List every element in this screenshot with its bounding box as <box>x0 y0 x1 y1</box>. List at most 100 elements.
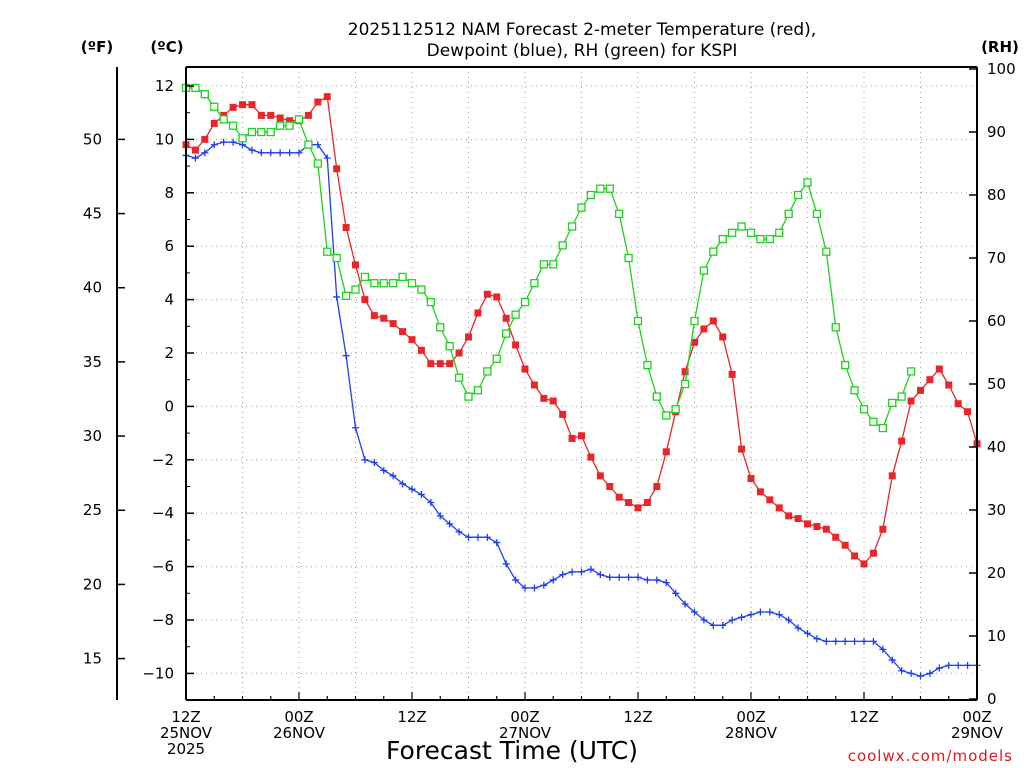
rh-point <box>502 329 511 338</box>
celsius-tick-label: −8 <box>152 611 174 629</box>
temperature-point <box>813 523 821 531</box>
x-tick-label: 00Z <box>736 708 765 726</box>
rh-point <box>671 405 680 414</box>
rh-point <box>624 253 633 263</box>
dewpoint-point <box>964 661 972 669</box>
rh-point <box>285 121 294 130</box>
temperature-point <box>926 376 934 384</box>
dewpoint-point <box>380 466 388 474</box>
temperature-line <box>185 95 978 565</box>
temperature-point <box>775 504 783 512</box>
rh-point <box>803 178 812 187</box>
celsius-tick-label: 6 <box>164 237 174 255</box>
temperature-point <box>653 483 661 490</box>
temperature-point <box>389 320 397 328</box>
celsius-tick-label: 2 <box>164 344 174 362</box>
temperature-point <box>822 525 830 533</box>
dewpoint-point <box>342 352 350 360</box>
rh-point <box>793 190 803 200</box>
rh-markers <box>181 83 916 433</box>
temperature-point <box>191 146 199 154</box>
temperature-point <box>709 317 717 325</box>
fahrenheit-tick-label: 30 <box>83 427 102 445</box>
dewpoint-point <box>220 138 228 146</box>
temperature-point <box>229 103 237 111</box>
temperature-point <box>465 333 472 341</box>
temperature-point <box>399 328 407 336</box>
dewpoint-point <box>643 576 651 584</box>
dewpoint-point <box>954 661 962 669</box>
dewpoint-point <box>333 293 341 301</box>
temperature-point <box>738 445 746 453</box>
x-tick-label: 28NOV <box>725 724 778 742</box>
dewpoint-point <box>352 424 359 432</box>
rh-point <box>643 360 652 370</box>
chart-title-line-2: Dewpoint (blue), RH (green) for KSPI <box>427 41 738 61</box>
rh-point <box>492 354 501 363</box>
rh-point <box>304 140 313 149</box>
temperature-point <box>634 504 642 512</box>
temperature-point <box>493 293 501 301</box>
dewpoint-point <box>323 154 331 162</box>
x-tick-label: 00Z <box>962 708 991 726</box>
dewpoint-point <box>775 611 783 619</box>
dewpoint-point <box>888 656 896 664</box>
rh-point <box>633 316 643 326</box>
rh-point <box>360 272 370 282</box>
celsius-tick-label: 4 <box>164 291 174 309</box>
dewpoint-point <box>578 568 585 576</box>
dewpoint-point <box>521 584 529 592</box>
rh-point <box>200 90 209 99</box>
x-tick-label: 12Z <box>623 708 652 726</box>
dewpoint-point <box>653 576 661 584</box>
rh-point <box>831 323 840 332</box>
rh-point <box>652 392 661 401</box>
dewpoint-point <box>389 472 397 480</box>
temperature-point <box>276 114 284 122</box>
temperature-point <box>257 111 265 119</box>
dewpoint-point <box>295 149 303 157</box>
dewpoint-point <box>926 669 934 677</box>
dewpoint-point <box>530 584 538 592</box>
temperature-point <box>568 434 576 442</box>
rh-point <box>379 279 388 288</box>
dewpoint-point <box>587 565 595 573</box>
rh-point <box>464 392 473 401</box>
dewpoint-point <box>549 576 557 584</box>
temperature-point <box>436 360 444 368</box>
fahrenheit-tick-label: 25 <box>83 501 102 519</box>
rh-point <box>276 121 285 130</box>
rh-point <box>596 184 605 193</box>
fahrenheit-tick-label: 20 <box>83 575 102 593</box>
rh-point <box>191 83 200 93</box>
temperature-point <box>606 483 614 490</box>
rh-point <box>407 279 417 288</box>
rh-point <box>737 222 746 231</box>
temperature-point <box>917 386 924 394</box>
dewpoint-point <box>672 589 680 597</box>
celsius-tick-label: −2 <box>152 451 174 469</box>
dewpoint-point <box>502 560 510 568</box>
dewpoint-point <box>681 600 689 608</box>
rh-point <box>746 228 756 237</box>
rh-point <box>266 127 275 137</box>
rh-point <box>530 279 539 288</box>
rh-point <box>520 297 530 307</box>
temperature-point <box>474 309 482 317</box>
dewpoint-point <box>851 637 859 645</box>
dewpoint-point <box>709 621 717 629</box>
x-tick-label: 12Z <box>397 708 426 726</box>
temperature-point <box>935 365 943 373</box>
x-tick-label: 27NOV <box>499 724 552 742</box>
temperature-point <box>210 119 218 127</box>
dewpoint-point <box>879 645 887 653</box>
dewpoint-point <box>822 637 830 645</box>
temperature-point <box>342 224 350 232</box>
rh-tick-label: 30 <box>987 501 1006 519</box>
axes <box>116 66 978 701</box>
dewpoint-point <box>286 149 294 157</box>
rh-point <box>539 260 548 269</box>
temperature-point <box>417 346 425 354</box>
temperature-point <box>728 370 736 378</box>
